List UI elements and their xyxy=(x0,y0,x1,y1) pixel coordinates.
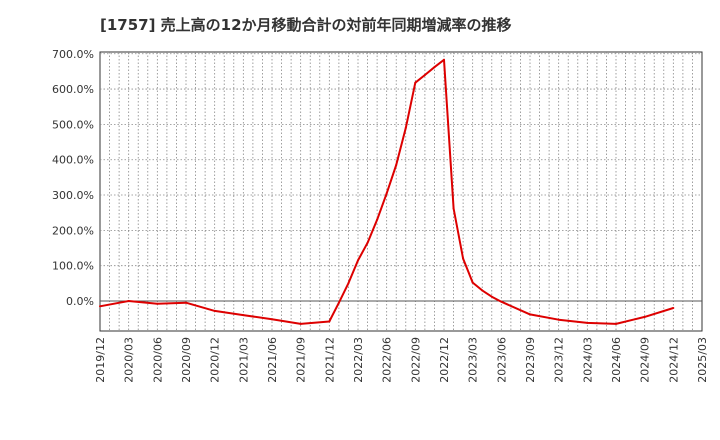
x-tick-label: 2023/03 xyxy=(467,337,480,383)
data-point xyxy=(557,318,560,321)
data-point xyxy=(615,322,617,325)
x-tick-label: 2022/06 xyxy=(381,337,394,383)
x-tick-label: 2025/03 xyxy=(696,337,709,383)
data-point xyxy=(299,322,302,325)
x-tick-label: 2019/12 xyxy=(94,337,107,383)
data-point xyxy=(156,302,159,305)
data-point xyxy=(99,305,101,308)
data-point xyxy=(423,73,426,76)
data-point xyxy=(452,207,455,210)
y-tick-label: 500.0% xyxy=(52,118,94,131)
x-tick-label: 2023/09 xyxy=(524,337,537,383)
x-tick-label: 2020/09 xyxy=(180,337,193,383)
data-point xyxy=(529,313,531,316)
x-tick-label: 2021/06 xyxy=(266,337,279,383)
data-point xyxy=(481,289,484,292)
data-point xyxy=(271,318,273,321)
x-tick-label: 2024/03 xyxy=(581,337,594,383)
series-group xyxy=(99,58,675,325)
data-point xyxy=(376,218,379,221)
x-tick-label: 2023/12 xyxy=(553,337,566,383)
data-point xyxy=(462,257,465,260)
data-point xyxy=(347,282,350,285)
x-tick-label: 2024/06 xyxy=(610,337,623,383)
data-point xyxy=(213,309,216,312)
x-tick-label: 2022/09 xyxy=(409,337,422,383)
data-point xyxy=(490,295,493,298)
y-tick-label: 300.0% xyxy=(52,189,94,202)
chart-title: [1757] 売上高の12か月移動合計の対前年同期増減率の推移 xyxy=(100,16,512,34)
data-point xyxy=(127,299,130,302)
x-tick-label: 2020/12 xyxy=(209,337,222,383)
y-tick-label: 100.0% xyxy=(52,260,94,273)
y-tick-label: 400.0% xyxy=(52,154,94,167)
data-point xyxy=(643,315,646,318)
data-point xyxy=(500,300,503,303)
x-tick-label: 2024/09 xyxy=(639,337,652,383)
data-point xyxy=(337,301,340,304)
data-point xyxy=(414,81,417,84)
vertical-gridlines xyxy=(109,52,693,331)
plot-area xyxy=(99,51,703,332)
data-point xyxy=(366,241,369,244)
data-point xyxy=(586,321,589,324)
data-point xyxy=(404,126,407,129)
horizontal-gridlines xyxy=(100,53,702,267)
y-axis-ticks: 0.0% 100.0% 200.0% 300.0% 400.0% 500.0% 600.0%… xyxy=(52,48,94,308)
x-axis-ticks: 2019/12 2020/03 2020/06 2020/09 2020/12 2021/… xyxy=(94,337,709,383)
data-point xyxy=(385,192,388,195)
data-point xyxy=(395,164,398,167)
data-point xyxy=(242,314,245,317)
data-point xyxy=(471,281,474,284)
x-tick-label: 2023/06 xyxy=(495,337,508,383)
x-tick-label: 2020/03 xyxy=(123,337,136,383)
data-point xyxy=(433,66,436,69)
data-point xyxy=(443,58,445,61)
data-point xyxy=(185,301,187,304)
x-tick-label: 2021/03 xyxy=(237,337,250,383)
x-tick-label: 2024/12 xyxy=(667,337,680,383)
x-tick-label: 2021/12 xyxy=(323,337,336,383)
y-tick-label: 700.0% xyxy=(52,48,94,61)
data-point xyxy=(357,259,359,262)
x-tick-label: 2021/09 xyxy=(295,337,308,383)
data-point xyxy=(672,307,675,310)
data-point xyxy=(328,320,331,323)
x-tick-label: 2022/12 xyxy=(438,337,451,383)
x-tick-label: 2022/03 xyxy=(352,337,365,383)
y-tick-label: 200.0% xyxy=(52,224,94,237)
y-tick-label: 600.0% xyxy=(52,83,94,96)
x-tick-label: 2020/06 xyxy=(151,337,164,383)
y-tick-label: 0.0% xyxy=(66,295,94,308)
